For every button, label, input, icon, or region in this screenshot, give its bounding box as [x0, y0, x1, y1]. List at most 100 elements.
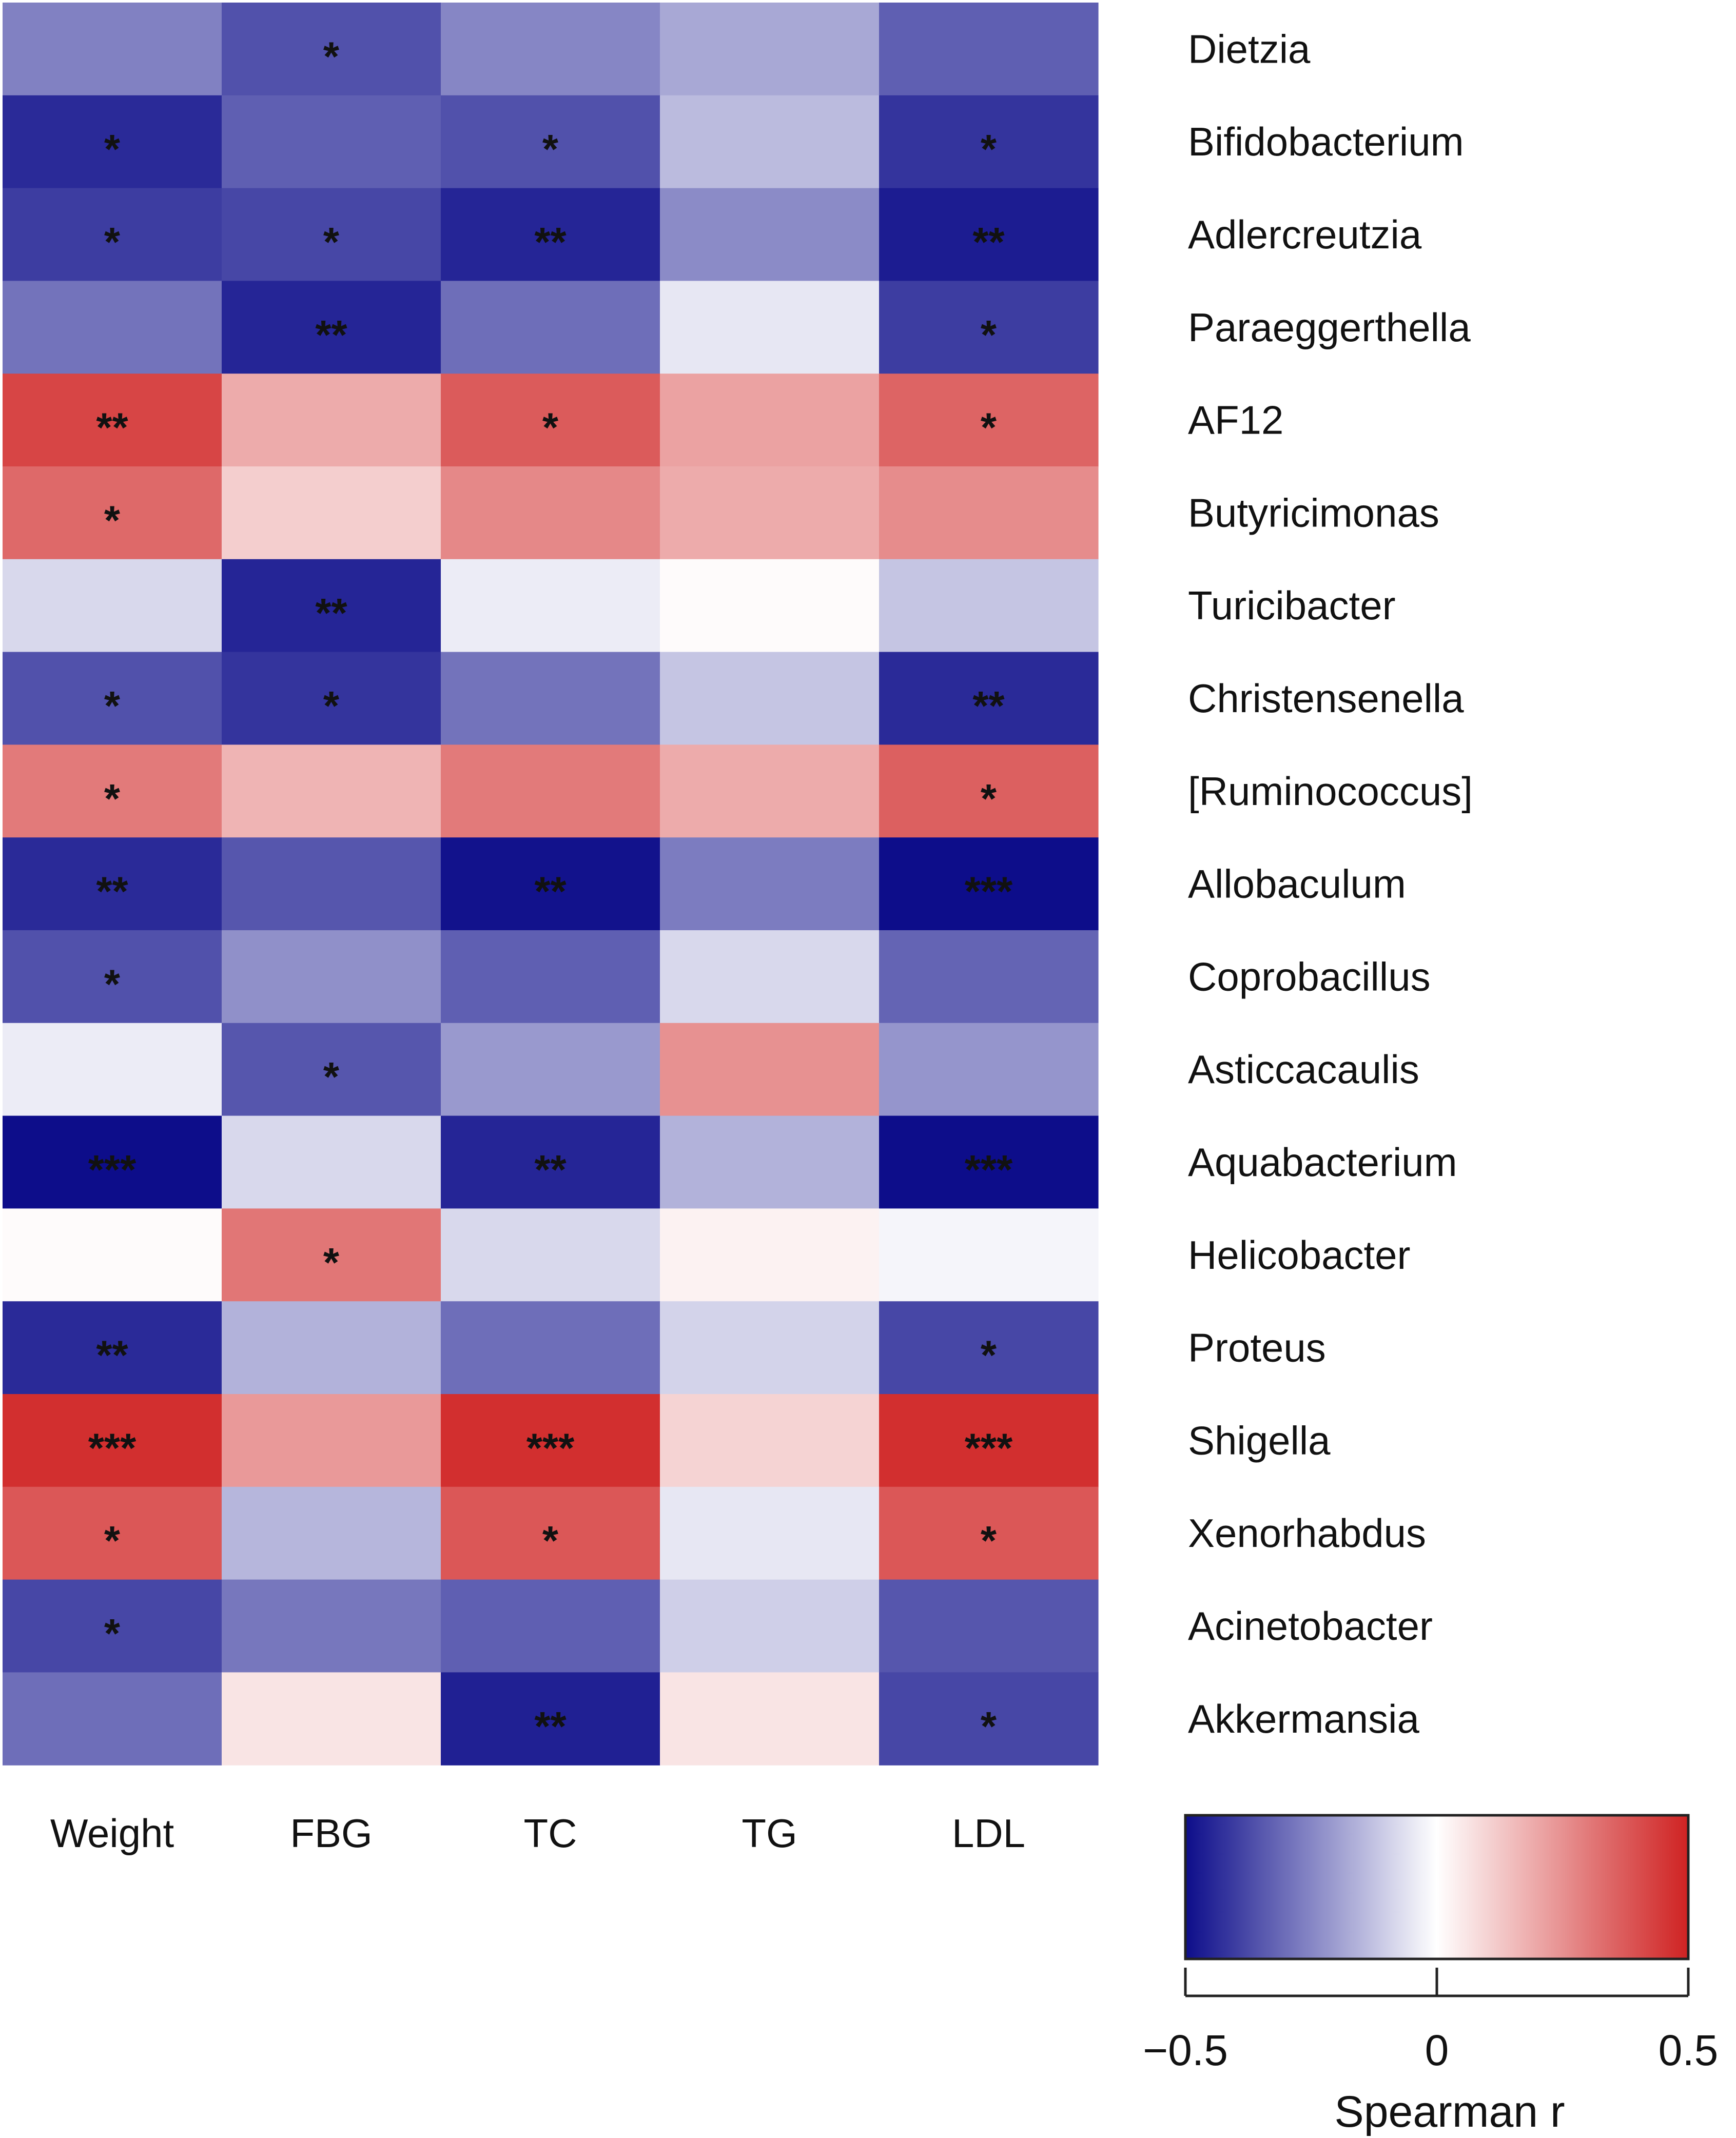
heatmap-cell-akkermansia-fbg — [222, 1672, 441, 1766]
significance-marker-aquabacterium-weight: *** — [88, 1147, 136, 1192]
significance-marker-helicobacter-fbg: * — [323, 1240, 340, 1285]
heatmap-cell-paraeggerthella-weight — [3, 281, 222, 374]
significance-marker-asticcacaulis-fbg: * — [323, 1054, 340, 1100]
heatmap-cell-adlercreutzia-weight — [3, 188, 222, 281]
heatmap-cell-af12-fbg — [222, 374, 441, 467]
heatmap-cell-adlercreutzia-tc — [441, 188, 660, 281]
legend-ticks: −0.5 0 0.5 — [1143, 1968, 1718, 2074]
significance-marker-adlercreutzia-tc: ** — [534, 219, 567, 265]
heatmap-cell-shigella-tg — [660, 1394, 880, 1487]
legend-tick-label: 0.5 — [1659, 2026, 1719, 2074]
heatmap-cell-acinetobacter-fbg — [222, 1579, 441, 1673]
row-label-aquabacterium: Aquabacterium — [1188, 1140, 1457, 1185]
column-label-fbg: FBG — [290, 1811, 372, 1856]
row-label-acinetobacter: Acinetobacter — [1188, 1603, 1433, 1649]
heatmap-cell-coprobacillus-fbg — [222, 930, 441, 1024]
heatmap-cell-ruminococcus-tg — [660, 744, 880, 838]
heatmap-cell-helicobacter-ldl — [879, 1208, 1099, 1302]
heatmap-cell-butyricimonas-weight — [3, 466, 222, 560]
significance-marker-shigella-tc: *** — [526, 1425, 575, 1470]
row-labels: Dietzia Bifidobacterium Adlercreutzia Parae… — [1188, 26, 1473, 1741]
significance-marker-aquabacterium-ldl: *** — [965, 1147, 1013, 1192]
heatmap-cell-dietzia-fbg — [222, 3, 441, 96]
heatmap-cell-helicobacter-tc — [441, 1208, 660, 1302]
significance-marker-acinetobacter-weight: * — [104, 1611, 121, 1656]
column-label-tg: TG — [742, 1811, 797, 1856]
heatmap-cell-allobaculum-ldl — [879, 837, 1099, 931]
heatmap-cell-coprobacillus-weight — [3, 930, 222, 1024]
heatmap-cell-turicibacter-fbg — [222, 559, 441, 653]
heatmap-cell-acinetobacter-weight — [3, 1579, 222, 1673]
significance-marker-af12-weight: ** — [96, 405, 128, 450]
row-label-christensenella: Christensenella — [1188, 676, 1464, 721]
significance-marker-akkermansia-ldl: * — [981, 1703, 997, 1749]
heatmap-cell-proteus-weight — [3, 1301, 222, 1395]
heatmap-cell-dietzia-ldl — [879, 3, 1099, 96]
heatmap-cell-proteus-tc — [441, 1301, 660, 1395]
heatmap-cell-akkermansia-weight — [3, 1672, 222, 1766]
heatmap-cell-dietzia-weight — [3, 3, 222, 96]
heatmap-cell-akkermansia-tg — [660, 1672, 880, 1766]
heatmap-cell-paraeggerthella-tc — [441, 281, 660, 374]
row-label-proteus: Proteus — [1188, 1325, 1326, 1370]
heatmap-cell-allobaculum-tg — [660, 837, 880, 931]
significance-marker-christensenella-fbg: * — [323, 683, 340, 729]
heatmap-cell-asticcacaulis-tg — [660, 1023, 880, 1116]
significance-marker-af12-tc: * — [542, 405, 559, 450]
heatmap-cell-bifidobacterium-fbg — [222, 95, 441, 189]
heatmap-cell-turicibacter-tg — [660, 559, 880, 653]
row-label-shigella: Shigella — [1188, 1418, 1331, 1463]
significance-marker-adlercreutzia-fbg: * — [323, 219, 340, 265]
significance-marker-xenorhabdus-weight: * — [104, 1518, 121, 1563]
significance-marker-bifidobacterium-tc: * — [542, 126, 559, 172]
row-label-asticcacaulis: Asticcacaulis — [1188, 1047, 1419, 1092]
heatmap-cell-christensenella-weight — [3, 652, 222, 745]
heatmap-cell-christensenella-tc — [441, 652, 660, 745]
significance-marker-paraeggerthella-fbg: ** — [315, 312, 347, 358]
row-label-paraeggerthella: Paraeggerthella — [1188, 305, 1471, 350]
significance-marker-af12-ldl: * — [981, 405, 997, 450]
heatmap-cell-aquabacterium-tc — [441, 1115, 660, 1209]
color-legend: −0.5 0 0.5 Spearman r — [1143, 1814, 1718, 2136]
heatmap-cell-bifidobacterium-tg — [660, 95, 880, 189]
heatmap-cell-bifidobacterium-weight — [3, 95, 222, 189]
heatmap-cell-turicibacter-weight — [3, 559, 222, 653]
heatmap-cell-ruminococcus-tc — [441, 744, 660, 838]
heatmap-cell-asticcacaulis-weight — [3, 1023, 222, 1116]
row-label-bifidobacterium: Bifidobacterium — [1188, 119, 1464, 164]
heatmap-cell-coprobacillus-ldl — [879, 930, 1099, 1024]
significance-marker-allobaculum-tc: ** — [534, 869, 567, 914]
heatmap-cell-xenorhabdus-fbg — [222, 1486, 441, 1580]
heatmap-cell-christensenella-fbg — [222, 652, 441, 745]
significance-marker-aquabacterium-tc: ** — [534, 1147, 567, 1192]
column-label-ldl: LDL — [952, 1811, 1025, 1856]
significance-marker-akkermansia-tc: ** — [534, 1703, 567, 1749]
row-label-akkermansia: Akkermansia — [1188, 1696, 1419, 1741]
heatmap-cell-asticcacaulis-tc — [441, 1023, 660, 1116]
heatmap-cell-allobaculum-fbg — [222, 837, 441, 931]
row-label-af12: AF12 — [1188, 398, 1283, 443]
heatmap-cell-proteus-tg — [660, 1301, 880, 1395]
heatmap-cell-helicobacter-fbg — [222, 1208, 441, 1302]
significance-marker-allobaculum-weight: ** — [96, 869, 128, 914]
heatmap-cell-proteus-fbg — [222, 1301, 441, 1395]
heatmap-cell-coprobacillus-tc — [441, 930, 660, 1024]
heatmap-cell-xenorhabdus-weight — [3, 1486, 222, 1580]
heatmap-cell-ruminococcus-ldl — [879, 744, 1099, 838]
row-label-xenorhabdus: Xenorhabdus — [1188, 1511, 1426, 1556]
row-label-turicibacter: Turicibacter — [1188, 583, 1396, 628]
heatmap-cell-helicobacter-weight — [3, 1208, 222, 1302]
significance-marker-christensenella-weight: * — [104, 683, 121, 729]
heatmap-cell-helicobacter-tg — [660, 1208, 880, 1302]
significance-marker-xenorhabdus-ldl: * — [981, 1518, 997, 1563]
heatmap-cell-akkermansia-tc — [441, 1672, 660, 1766]
significance-marker-proteus-ldl: * — [981, 1332, 997, 1378]
significance-marker-ruminococcus-ldl: * — [981, 776, 997, 821]
heatmap-cell-asticcacaulis-fbg — [222, 1023, 441, 1116]
significance-marker-bifidobacterium-weight: * — [104, 126, 121, 172]
significance-marker-ruminococcus-weight: * — [104, 776, 121, 821]
heatmap-cell-coprobacillus-tg — [660, 930, 880, 1024]
row-label-ruminococcus: [Ruminococcus] — [1188, 769, 1473, 814]
significance-marker-paraeggerthella-ldl: * — [981, 312, 997, 358]
